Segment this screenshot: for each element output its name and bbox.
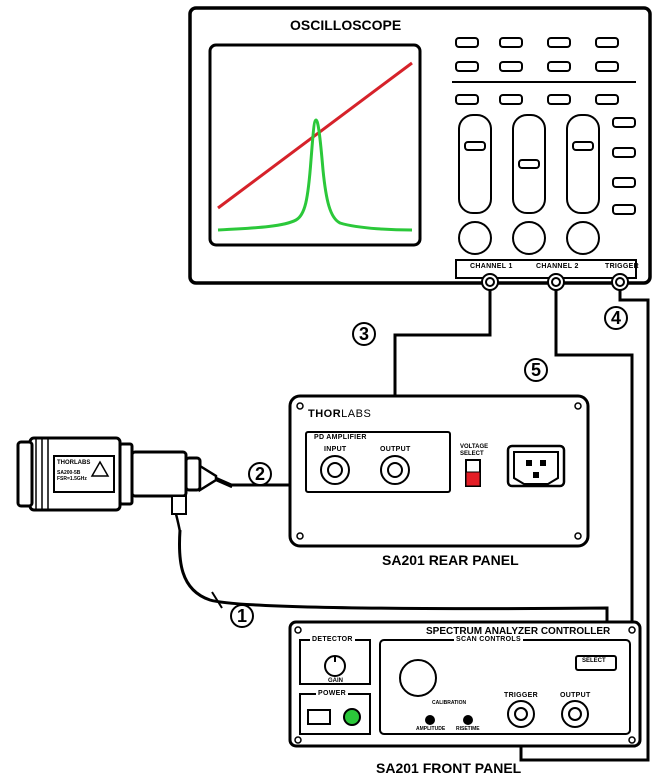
front-gain: GAIN — [328, 678, 343, 684]
front-output: OUTPUT — [560, 692, 591, 699]
ch2-label: CHANNEL 2 — [536, 263, 579, 270]
callout-5: 5 — [524, 358, 548, 382]
fpi-model: SA200-5BFSR=1.5GHz — [57, 470, 87, 482]
rear-brand: THORLABS — [308, 408, 371, 420]
diagram-svg — [0, 0, 661, 780]
front-trigger: TRIGGER — [504, 692, 538, 699]
diagram-canvas: OSCILLOSCOPE CHANNEL 1 CHANNEL 2 TRIGGER… — [0, 0, 661, 780]
front-caption: SA201 FRONT PANEL — [376, 760, 521, 776]
rear-section: PD AMPLIFIER — [312, 434, 369, 441]
oscilloscope-title: OSCILLOSCOPE — [290, 17, 401, 33]
callout-3: 3 — [352, 322, 376, 346]
ch1-label: CHANNEL 1 — [470, 263, 513, 270]
rear-input: INPUT — [324, 446, 347, 453]
callout-4: 4 — [604, 306, 628, 330]
front-amp: AMPLITUDE — [416, 726, 445, 732]
callout-2: 2 — [248, 462, 272, 486]
rear-voltage: VOLTAGESELECT — [460, 444, 488, 458]
front-detector: DETECTOR — [310, 636, 355, 643]
fpi-brand: THORLABS — [57, 460, 90, 467]
fpi-detector — [18, 438, 232, 532]
oscilloscope — [190, 8, 650, 290]
rear-caption: SA201 REAR PANEL — [382, 552, 519, 568]
trigger-label: TRIGGER — [605, 263, 639, 270]
callout-1: 1 — [230, 604, 254, 628]
front-select: SELECT — [582, 658, 606, 664]
front-rise: RISETIME — [456, 726, 480, 732]
rear-output: OUTPUT — [380, 446, 411, 453]
front-scan: SCAN CONTROLS — [454, 636, 523, 643]
front-cal: CALIBRATION — [432, 700, 466, 706]
front-power: POWER — [316, 690, 348, 697]
